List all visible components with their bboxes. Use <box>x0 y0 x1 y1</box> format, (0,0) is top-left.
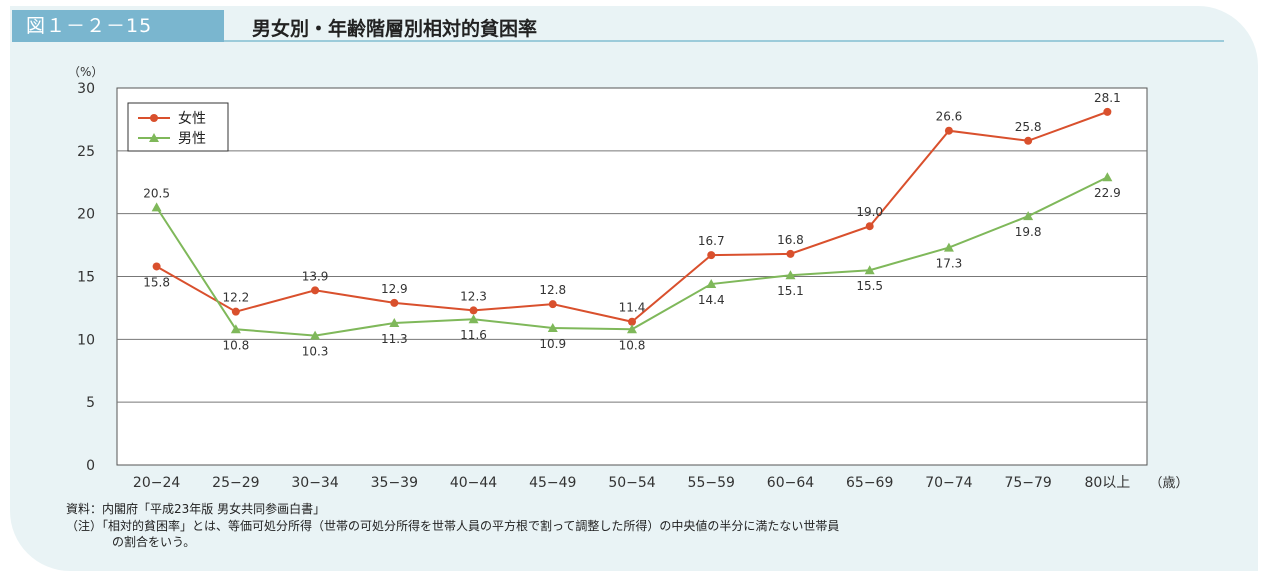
footnote-line-1: （注）「相対的貧困率」とは、等価可処分所得（世帯の可処分所得を世帯人員の平方根で… <box>66 519 840 533</box>
y-tick-label: 5 <box>86 395 95 411</box>
x-tick-label: 35−39 <box>371 475 418 491</box>
legend-marker <box>150 114 158 122</box>
data-label: 17.3 <box>936 257 963 271</box>
data-label: 28.1 <box>1094 91 1121 105</box>
data-label: 12.8 <box>539 283 566 297</box>
data-label: 10.8 <box>222 338 249 352</box>
data-label: 10.8 <box>619 338 646 352</box>
data-point <box>1102 172 1113 182</box>
y-tick-label: 25 <box>77 144 95 160</box>
data-label: 26.6 <box>936 110 963 124</box>
data-point <box>627 324 637 334</box>
x-tick-label: 75−79 <box>1004 475 1051 491</box>
title-rule <box>224 40 1224 42</box>
x-tick-label: 45−49 <box>529 475 576 491</box>
x-tick-label: 80以上 <box>1084 475 1130 491</box>
legend-marker <box>149 133 159 142</box>
data-point <box>390 298 399 307</box>
data-labels: 15.8 12.2 13.9 12.9 12.3 12.8 11.4 16.7 16.8 19.0… <box>143 91 1120 359</box>
data-point <box>151 202 162 212</box>
data-label: 25.8 <box>1015 120 1042 134</box>
data-point <box>547 323 558 333</box>
footnote-line-2: の割合をいう。 <box>112 535 196 549</box>
data-point <box>468 314 479 324</box>
data-label: 12.2 <box>222 291 249 305</box>
data-point <box>786 249 795 258</box>
x-tick-label: 20−24 <box>133 475 180 491</box>
y-tick-label: 30 <box>77 81 95 97</box>
data-label: 13.9 <box>302 269 329 283</box>
data-point <box>707 251 716 260</box>
data-point <box>944 126 953 135</box>
data-point <box>706 279 717 289</box>
data-label: 19.0 <box>856 205 883 219</box>
x-tick-labels: 20−24 25−29 30−34 35−39 40−44 45−49 50−54 55−59… <box>133 475 1189 491</box>
x-tick-label: 50−54 <box>608 475 655 491</box>
data-label: 14.4 <box>698 293 725 307</box>
data-point <box>864 265 875 275</box>
data-point <box>943 242 954 252</box>
data-point <box>311 286 320 295</box>
x-tick-label: 30−34 <box>291 475 338 491</box>
figure-title: 男女別・年齢階層別相対的貧困率 <box>252 18 538 40</box>
y-axis-label: （%） <box>68 65 103 79</box>
data-point <box>389 317 400 327</box>
data-label: 11.6 <box>460 328 487 342</box>
legend-label: 男性 <box>178 131 206 147</box>
data-label: 10.9 <box>539 337 566 351</box>
data-label: 19.8 <box>1015 225 1042 239</box>
data-point <box>231 307 240 316</box>
data-label: 16.7 <box>698 234 725 248</box>
series-lines <box>151 107 1113 340</box>
y-tick-labels: 0 5 10 15 20 25 30 <box>77 81 95 474</box>
data-point <box>230 324 241 334</box>
data-point <box>152 262 161 271</box>
source-note: 資料：内閣府「平成23年版 男女共同参画白書」 <box>66 502 326 516</box>
y-tick-label: 15 <box>77 270 95 286</box>
data-point <box>865 222 874 231</box>
x-tick-label: 65−69 <box>846 475 893 491</box>
data-label: 11.4 <box>619 301 646 315</box>
legend-label: 女性 <box>178 110 206 127</box>
data-point <box>548 300 557 309</box>
figure-number: 図１－２－15 <box>12 10 224 42</box>
y-tick-label: 10 <box>77 332 95 348</box>
data-label: 15.5 <box>856 279 883 293</box>
x-tick-label: 40−44 <box>450 475 497 491</box>
data-label: 22.9 <box>1094 186 1121 200</box>
data-point <box>469 306 478 315</box>
data-label: 12.9 <box>381 282 408 296</box>
y-tick-label: 0 <box>86 458 95 474</box>
data-label: 16.8 <box>777 233 804 247</box>
gridlines <box>117 150 1147 403</box>
legend-box <box>127 102 229 152</box>
x-tick-label: 55−59 <box>688 475 735 491</box>
x-axis-unit: （歳） <box>1149 476 1188 491</box>
data-point <box>1103 107 1112 116</box>
x-tick-label: 70−74 <box>925 475 972 491</box>
data-label: 12.3 <box>460 289 487 303</box>
data-label: 20.5 <box>143 186 170 200</box>
data-label: 11.3 <box>381 332 408 346</box>
y-tick-label: 20 <box>77 207 95 223</box>
poverty-rate-chart: 0 5 10 15 20 25 30 20−24 25−29 30−34 35−39 40−44 45… <box>68 65 1189 491</box>
x-tick-label: 25−29 <box>212 475 259 491</box>
data-point <box>785 270 796 280</box>
data-label: 15.8 <box>143 275 170 289</box>
data-point <box>1023 211 1034 221</box>
data-point <box>1024 136 1033 145</box>
data-label: 10.3 <box>302 345 329 359</box>
x-tick-label: 60−64 <box>767 475 814 491</box>
data-label: 15.1 <box>777 284 804 298</box>
data-point <box>310 330 321 340</box>
data-point <box>628 317 636 326</box>
